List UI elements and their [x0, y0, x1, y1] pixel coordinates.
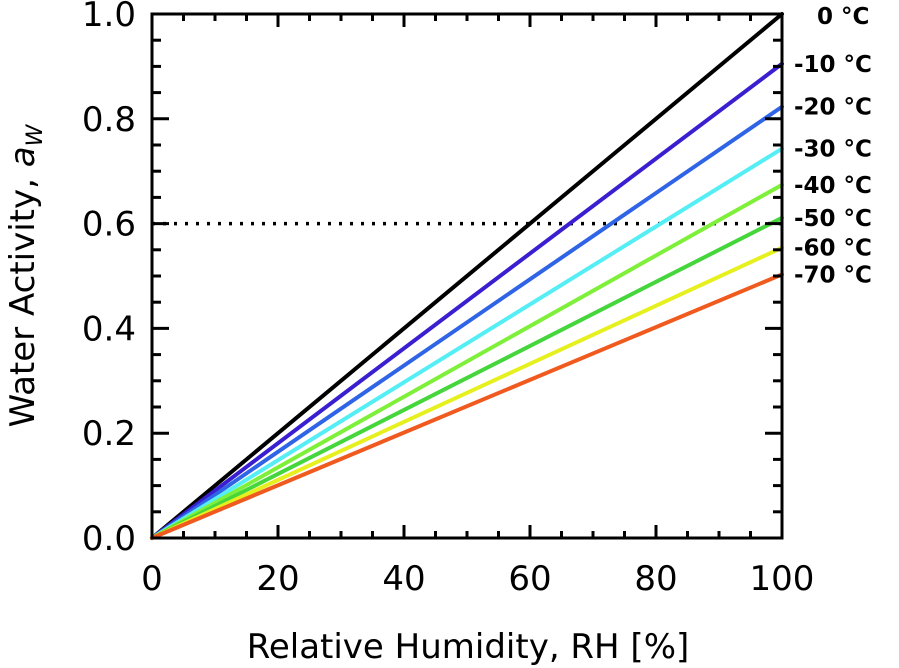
y-tick-label: 1.0 [82, 0, 136, 35]
y-tick-label: 0.8 [82, 100, 136, 140]
y-tick-label: 0.4 [82, 309, 136, 349]
x-tick-label: 0 [141, 559, 163, 599]
series-line-50-c [150, 215, 784, 540]
y-tick-label: 0.2 [82, 414, 136, 454]
series-label-0-c: 0 °C [817, 4, 869, 30]
series-line-70-c [150, 272, 784, 540]
x-tick-label: 100 [750, 559, 815, 599]
series-line-30-c [150, 146, 784, 540]
series-label-30-c: -30 °C [794, 137, 872, 163]
tick-layer [150, 12, 784, 540]
series-line-0-c [150, 12, 784, 540]
y-axis-title-text: Water Activity, [3, 167, 43, 427]
series-line-40-c [150, 182, 784, 540]
x-tick-label: 60 [508, 559, 551, 599]
series-line-20-c [150, 104, 784, 540]
series-label-60-c: -60 °C [794, 236, 872, 262]
series-line-10-c [150, 61, 784, 540]
x-tick-label: 80 [634, 559, 677, 599]
series-label-50-c: -50 °C [794, 206, 872, 232]
series-line-60-c [150, 245, 784, 540]
series-label-10-c: -10 °C [794, 52, 872, 78]
series-label-70-c: -70 °C [794, 262, 872, 288]
y-axis-title-symbol: a [3, 146, 43, 167]
x-tick-label: 20 [256, 559, 299, 599]
tick-label-layer: 0 20 40 60 80 100 0.0 0.2 0.4 0.6 0.8 1.0 [82, 0, 815, 599]
series-layer [150, 12, 784, 540]
y-axis-title-subscript: W [23, 123, 48, 146]
y-axis-title: Water Activity, aW [3, 123, 48, 427]
series-label-20-c: -20 °C [794, 95, 872, 121]
x-tick-label: 40 [382, 559, 425, 599]
series-label-40-c: -40 °C [794, 173, 872, 199]
series-label-layer: 0 °C -10 °C -20 °C -30 °C -40 °C -50 °C -60 °C… [794, 4, 872, 288]
x-axis-title: Relative Humidity, RH [%] [247, 627, 690, 667]
y-tick-label: 0.0 [82, 519, 136, 559]
y-tick-label: 0.6 [82, 205, 136, 245]
